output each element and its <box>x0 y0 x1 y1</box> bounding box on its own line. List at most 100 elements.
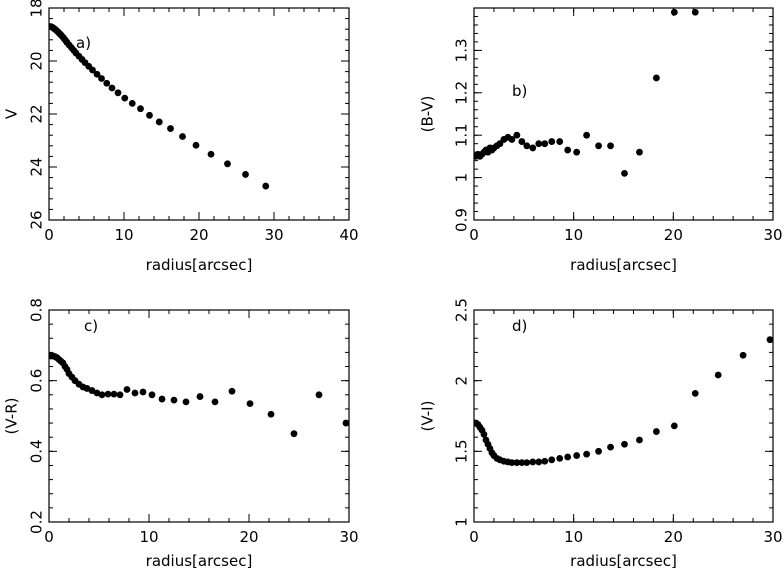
data-point <box>535 458 543 466</box>
data-point <box>93 70 101 78</box>
y-axis-label: (V-R) <box>3 398 21 435</box>
plot-frame <box>473 7 774 221</box>
y-axis-label: V <box>3 108 21 119</box>
y-tick-label: 18 <box>28 0 46 18</box>
x-tick-label: 30 <box>763 226 782 244</box>
data-point <box>621 440 628 448</box>
data-point <box>607 142 614 150</box>
data-point <box>155 118 163 126</box>
data-point <box>121 94 129 102</box>
y-tick-label: 1 <box>453 173 471 183</box>
data-point <box>262 182 270 190</box>
data-point <box>207 150 215 158</box>
data-point <box>98 75 105 82</box>
data-point <box>573 148 581 156</box>
data-point <box>652 74 660 82</box>
data-point <box>636 148 643 156</box>
data-point <box>116 391 124 399</box>
data-point <box>167 125 174 132</box>
data-point <box>228 387 236 395</box>
data-point <box>148 391 156 399</box>
x-tick-label: 20 <box>664 528 683 546</box>
data-point <box>315 391 323 399</box>
data-point <box>267 410 275 418</box>
y-tick-label: 24 <box>28 157 46 176</box>
x-tick-label: 10 <box>564 226 583 244</box>
data-point <box>290 430 298 438</box>
data-point <box>182 398 190 406</box>
data-point <box>766 336 774 344</box>
data-point <box>123 386 131 393</box>
y-tick-label: 20 <box>28 51 46 70</box>
x-tick-label: 40 <box>339 226 358 244</box>
data-point <box>518 459 526 467</box>
x-axis-label: radius[arcsec] <box>146 256 253 274</box>
x-tick-label: 0 <box>44 226 54 244</box>
data-point <box>556 455 564 462</box>
data-point <box>513 131 521 139</box>
data-point <box>108 84 116 92</box>
data-point <box>513 459 521 467</box>
panel-label: d) <box>512 317 527 335</box>
data-point <box>137 105 144 113</box>
data-point <box>246 400 254 408</box>
data-point <box>523 459 531 467</box>
data-point <box>211 398 219 406</box>
data-point <box>714 371 722 379</box>
data-point <box>595 142 602 150</box>
data-point <box>691 8 699 16</box>
plot-frame <box>48 309 350 523</box>
y-axis-label: (V-I) <box>419 401 437 432</box>
data-point <box>179 133 186 140</box>
data-point <box>103 79 111 87</box>
data-point <box>556 138 564 145</box>
data-point <box>652 428 660 435</box>
data-point <box>89 66 96 74</box>
data-point <box>573 452 581 459</box>
data-point <box>480 430 488 438</box>
y-tick-label: 0.6 <box>28 369 46 393</box>
data-point <box>529 144 537 152</box>
x-tick-label: 10 <box>564 528 583 546</box>
data-point <box>146 111 153 119</box>
data-point <box>224 160 231 168</box>
data-point <box>104 390 112 398</box>
data-point <box>170 396 178 404</box>
data-point <box>583 131 591 139</box>
data-point <box>523 142 531 150</box>
data-point <box>739 351 747 359</box>
y-tick-label: 1.1 <box>453 123 471 147</box>
x-axis-label: radius[arcsec] <box>570 552 677 570</box>
y-tick-label: 26 <box>28 210 46 229</box>
x-tick-label: 20 <box>189 226 208 244</box>
data-point <box>98 391 106 399</box>
data-point <box>342 419 350 427</box>
data-point <box>541 457 549 465</box>
x-tick-label: 10 <box>139 528 158 546</box>
data-point <box>564 453 572 461</box>
data-point <box>636 436 643 444</box>
y-tick-label: 0.2 <box>28 510 46 534</box>
y-tick-label: 22 <box>28 104 46 123</box>
data-point <box>548 138 556 145</box>
data-point <box>508 459 516 467</box>
y-tick-label: 1.2 <box>453 81 471 105</box>
data-point <box>196 393 204 400</box>
data-point <box>670 422 678 430</box>
plot-frame <box>48 7 350 221</box>
data-point <box>158 395 166 403</box>
y-axis-label: (B-V) <box>419 96 437 133</box>
data-point <box>192 141 200 149</box>
data-point <box>114 89 122 97</box>
x-tick-label: 30 <box>264 226 283 244</box>
y-tick-label: 1.3 <box>453 38 471 62</box>
panel-label: b) <box>512 82 527 100</box>
data-point <box>541 140 549 148</box>
data-point <box>139 388 147 396</box>
y-tick-label: 0.9 <box>453 208 471 232</box>
x-tick-label: 20 <box>239 528 258 546</box>
data-point <box>128 100 136 107</box>
x-tick-label: 0 <box>469 528 479 546</box>
data-point <box>496 140 504 148</box>
